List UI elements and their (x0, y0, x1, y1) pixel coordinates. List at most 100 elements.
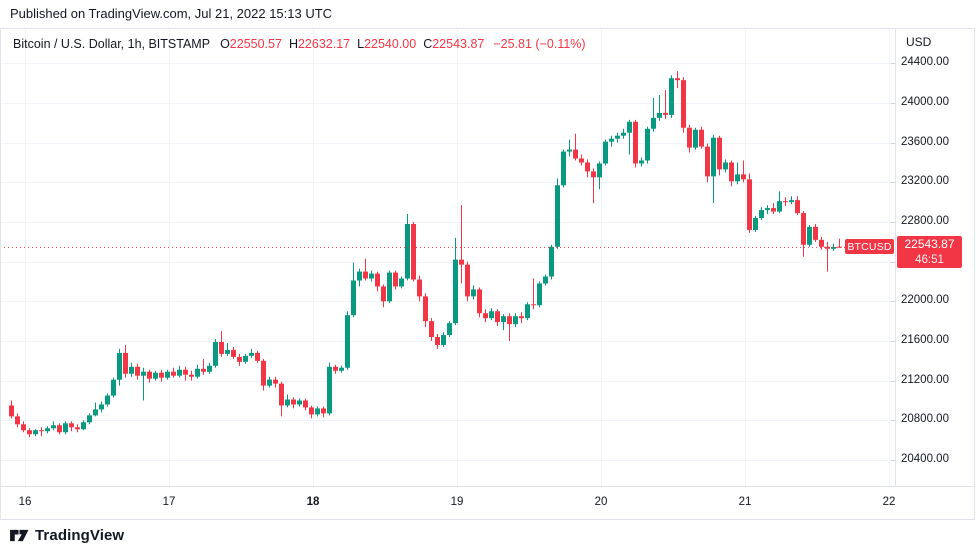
candle-body (21, 424, 26, 431)
candle-body (207, 365, 212, 372)
ohlc-letter: C (423, 37, 433, 51)
candle-body (219, 341, 224, 354)
ohlc-number: 22632.17 (297, 37, 351, 51)
price-tick-label: 21200.00 (901, 373, 949, 386)
candle-body (375, 273, 380, 287)
candle-body (297, 400, 302, 405)
ohlc-number: 22540.00 (364, 37, 417, 51)
candle-body (543, 276, 548, 284)
candle-body (453, 259, 458, 324)
candle-body (75, 427, 80, 430)
candle-body (345, 315, 350, 368)
symbol-price-pill-text: BTCUSD (847, 240, 892, 253)
candle-body (771, 208, 776, 212)
candle-body (393, 272, 398, 287)
candle-body (255, 352, 260, 361)
change-value: −25.81 (−0.11%) (493, 37, 586, 51)
price-tick-label: 24400.00 (901, 56, 949, 69)
candle-body (723, 162, 728, 170)
candle-body (309, 407, 314, 415)
candle-body (279, 383, 284, 406)
candle-body (417, 279, 422, 297)
candle-body (507, 316, 512, 325)
ohlc-item: H22632.17 (289, 37, 350, 51)
candle-body (783, 201, 788, 203)
candle-body (381, 286, 386, 302)
candle-body (681, 80, 686, 128)
candle-body (423, 296, 428, 322)
candle-body (837, 246, 842, 248)
candle-body (567, 149, 572, 152)
candle-body (57, 425, 62, 433)
candle-body (195, 368, 200, 377)
candle-body (831, 246, 836, 249)
candle-body (81, 422, 86, 430)
candle-body (129, 366, 134, 374)
symbol-title[interactable]: Bitcoin / U.S. Dollar, 1h, BITSTAMP (13, 37, 211, 51)
candle-body (597, 163, 602, 178)
tradingview-logo-icon (10, 529, 29, 542)
candle-body (459, 259, 464, 265)
candle-body (9, 405, 14, 417)
candle-body (429, 321, 434, 338)
candle-body (795, 200, 800, 214)
candle-body (111, 379, 116, 396)
candle-body (69, 423, 74, 428)
candle-body (363, 271, 368, 279)
time-tick-label: 19 (450, 496, 464, 508)
candle-body (261, 360, 266, 386)
price-tick-label: 24000.00 (901, 95, 949, 108)
ohlc-item: C22543.87 (423, 37, 484, 51)
candle-body (735, 174, 740, 182)
candle-body (141, 371, 146, 376)
ohlc-item: O22550.57 (220, 37, 282, 51)
candle-body (147, 371, 152, 379)
time-tick-label: 22 (882, 496, 896, 508)
candle-body (441, 335, 446, 345)
candle-body (531, 304, 536, 306)
candle-body (747, 179, 752, 230)
candle-body (405, 223, 410, 279)
candle-body (687, 127, 692, 148)
candle-body (447, 323, 452, 336)
price-tick-label: 21600.00 (901, 333, 949, 346)
candle-body (117, 352, 122, 380)
candle-body (339, 367, 344, 371)
tradingview-brand[interactable]: TradingView (10, 527, 124, 544)
candle-body (237, 356, 242, 362)
candle-body (627, 121, 632, 133)
candle-body (759, 210, 764, 219)
candle-body (675, 78, 680, 81)
time-tick-label: 17 (162, 496, 176, 508)
candle-body (105, 395, 110, 405)
tradingview-brand-text: TradingView (35, 527, 125, 544)
candle-body (399, 278, 404, 287)
candle-body (483, 313, 488, 319)
candle-body (351, 280, 356, 316)
candle-body (153, 372, 158, 379)
published-note: Published on TradingView.com, Jul 21, 20… (10, 6, 333, 21)
candle-body (51, 425, 56, 429)
candle-body (645, 128, 650, 161)
candle-body (585, 162, 590, 172)
candle-body (801, 213, 806, 245)
candle-body (615, 135, 620, 139)
time-tick-label: 21 (738, 496, 752, 508)
candle-body (555, 185, 560, 247)
candle-body (789, 200, 794, 203)
candle-body (189, 374, 194, 377)
last-price-axis-label: 22543.87 46:51 (897, 236, 962, 268)
candle-body (807, 226, 812, 245)
candle-body (621, 132, 626, 136)
candle-body (303, 400, 308, 408)
candle-body (639, 160, 644, 164)
candle-body (357, 271, 362, 281)
candle-body (741, 174, 746, 180)
candle-body (525, 304, 530, 319)
candle-body (825, 246, 830, 249)
ohlc-letter: H (288, 37, 298, 51)
candle-body (135, 366, 140, 376)
price-tick-label: 23200.00 (901, 175, 949, 188)
